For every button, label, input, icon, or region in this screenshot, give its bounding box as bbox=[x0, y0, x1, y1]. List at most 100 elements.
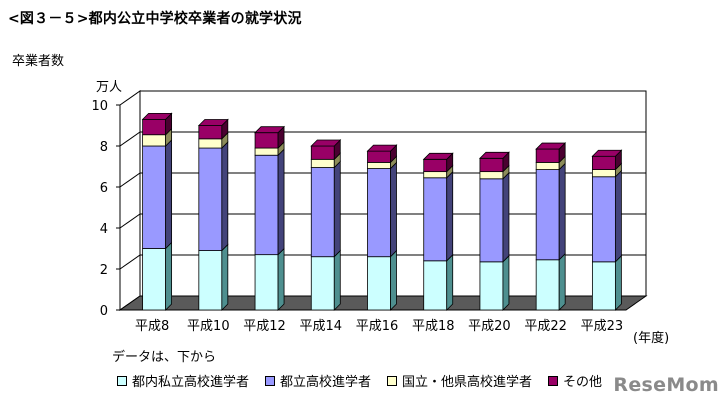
bar-segment-side bbox=[446, 253, 454, 311]
left-wall bbox=[119, 90, 141, 311]
bar-segment-top bbox=[254, 126, 286, 134]
bar-segment-side bbox=[390, 249, 397, 311]
gridline bbox=[119, 131, 646, 147]
bar-segment-front bbox=[479, 157, 504, 173]
y-tick-label: 4 bbox=[100, 222, 108, 237]
y-tick-label: 10 bbox=[91, 99, 108, 114]
legend-item-national-other: 国立・他県高校進学者 bbox=[387, 371, 532, 390]
legend-item-metropolitan: 都立高校進学者 bbox=[265, 371, 371, 390]
bar-segment-front bbox=[479, 261, 504, 311]
bar-segment-front bbox=[142, 248, 167, 311]
bar-segment-front bbox=[254, 132, 279, 149]
legend-label-metropolitan: 都立高校進学者 bbox=[280, 375, 372, 390]
bar-segment-side bbox=[558, 162, 566, 261]
bar-segment-side bbox=[165, 139, 173, 250]
bar-segment-front bbox=[142, 118, 167, 136]
x-tick-label: 平成12 bbox=[243, 319, 286, 334]
bar-segment-front bbox=[310, 167, 335, 258]
bar-segment-front bbox=[591, 261, 616, 311]
bar-segment-front bbox=[367, 161, 391, 169]
bar-segment-front bbox=[367, 150, 391, 163]
x-axis-unit: (年度) bbox=[633, 331, 670, 346]
bar-segment-side bbox=[333, 160, 341, 258]
x-tick-label: 平成16 bbox=[356, 319, 399, 334]
x-tick-label: 平成23 bbox=[581, 319, 624, 334]
y-axis: 0 2 4 6 8 10 bbox=[91, 99, 121, 319]
bar-segment-front bbox=[198, 138, 223, 149]
bar-segment-side bbox=[277, 247, 285, 311]
bars bbox=[141, 112, 623, 311]
legend-label-national-other: 国立・他県高校進学者 bbox=[402, 375, 533, 390]
bar-segment-top bbox=[141, 112, 173, 120]
bar-segment-front bbox=[310, 145, 335, 160]
bar-segment-front bbox=[535, 169, 560, 261]
bar-segment-front bbox=[535, 161, 560, 170]
bar-segment-front bbox=[423, 171, 448, 179]
bar-segment-front bbox=[367, 256, 391, 311]
bar-segment-front bbox=[367, 168, 391, 258]
y-tick-label: 6 bbox=[100, 181, 108, 196]
legend-swatch-other bbox=[548, 375, 559, 386]
bar-segment-side bbox=[614, 254, 622, 311]
bar-segment-side bbox=[221, 141, 229, 252]
bar-segment-top bbox=[366, 144, 398, 152]
bar-segment-side bbox=[390, 161, 397, 258]
bar-segment-front bbox=[535, 259, 560, 311]
gridline bbox=[119, 254, 646, 270]
bar-segment-front bbox=[423, 177, 448, 262]
x-tick-labels: 平成8 平成10 平成12 平成14 平成16 平成18 平成20 平成22 平成23 bbox=[135, 319, 623, 334]
bar-segment-front bbox=[142, 145, 167, 249]
bar-segment-top bbox=[197, 119, 229, 126]
y-tick-label: 8 bbox=[100, 140, 108, 155]
legend: 都内私立高校進学者 都立高校進学者 国立・他県高校進学者 その他 bbox=[117, 371, 618, 390]
bar-segment-front bbox=[591, 176, 616, 263]
x-tick-label: 平成18 bbox=[412, 319, 455, 334]
x-tick-label: 平成10 bbox=[187, 319, 230, 334]
x-tick-label: 平成14 bbox=[300, 319, 343, 334]
bar-segment-front bbox=[479, 171, 504, 180]
legend-note: データは、下から bbox=[112, 350, 217, 365]
bar-segment-front bbox=[479, 178, 504, 263]
gridline bbox=[119, 213, 646, 229]
bar-segment-top bbox=[478, 151, 510, 159]
bar-segment-front bbox=[198, 125, 223, 140]
legend-item-private: 都内私立高校進学者 bbox=[117, 371, 249, 390]
bar-segment-side bbox=[446, 170, 454, 262]
y-tick-label: 2 bbox=[100, 263, 108, 278]
y-tick-label: 0 bbox=[100, 304, 108, 319]
legend-label-private: 都内私立高校進学者 bbox=[132, 375, 250, 390]
gridline bbox=[119, 172, 646, 188]
bar-segment-top bbox=[310, 139, 342, 147]
bar-segment-side bbox=[165, 241, 173, 311]
bar-segment-top bbox=[535, 142, 567, 150]
resemom-watermark-logo: ReseMom bbox=[613, 374, 719, 396]
x-tick-label: 平成22 bbox=[524, 319, 567, 334]
legend-label-other: その他 bbox=[563, 375, 603, 390]
x-tick-label: 平成20 bbox=[468, 319, 511, 334]
bar-segment-front bbox=[591, 155, 616, 170]
legend-swatch-private bbox=[117, 375, 127, 386]
bar-segment-side bbox=[333, 249, 341, 311]
bar-segment-top bbox=[422, 152, 454, 160]
chart-title: <図３－５>都内公立中学校卒業者の就学状況 bbox=[8, 11, 302, 27]
bar-segment-side bbox=[614, 169, 622, 263]
bar-segment-top bbox=[591, 149, 623, 157]
bar-segment-front bbox=[142, 134, 167, 147]
bar-segment-front bbox=[198, 250, 223, 311]
bar-segment-side bbox=[558, 252, 566, 311]
bar-segment-front bbox=[310, 256, 335, 311]
legend-swatch-national-other bbox=[387, 375, 398, 386]
x-tick-label: 平成8 bbox=[135, 319, 169, 334]
bar-segment-front bbox=[423, 158, 448, 173]
bar-segment-side bbox=[502, 254, 510, 311]
bar-segment-front bbox=[254, 147, 279, 156]
bar-segment-front bbox=[254, 154, 279, 256]
gridlines bbox=[119, 131, 646, 270]
bar-segment-front bbox=[254, 254, 279, 311]
legend-item-other: その他 bbox=[548, 371, 602, 390]
bar-segment-side bbox=[277, 148, 285, 256]
legend-swatch-metropolitan bbox=[265, 375, 276, 386]
bar-segment-side bbox=[221, 243, 229, 311]
bar-segment-front bbox=[423, 260, 448, 311]
